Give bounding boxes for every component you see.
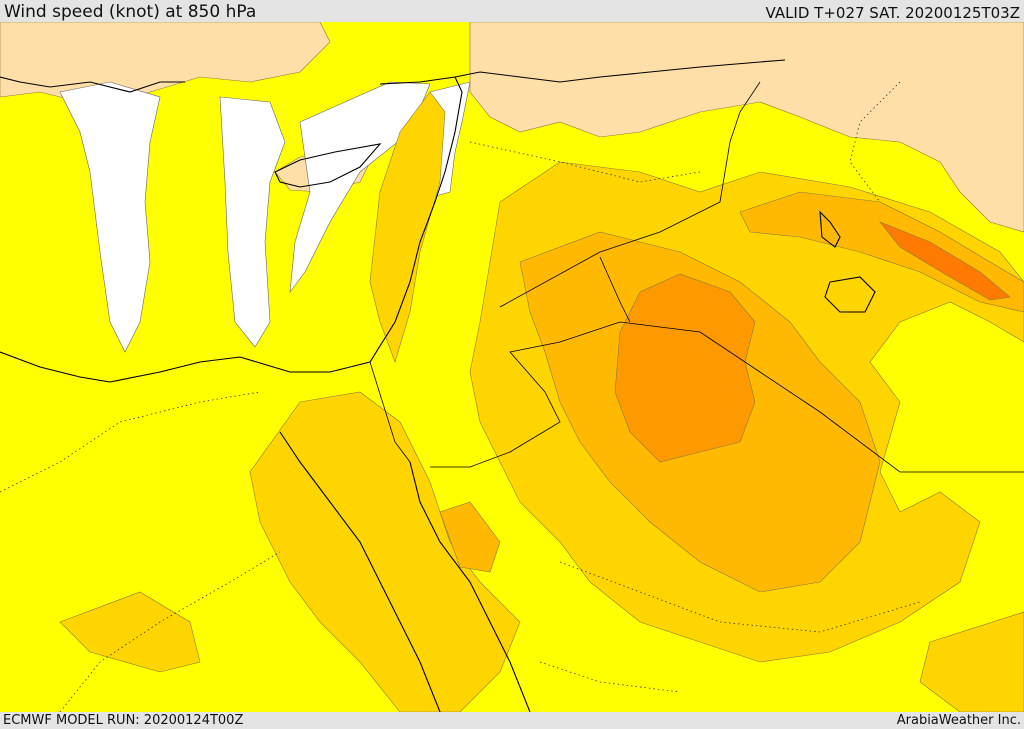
wind-zone-moderate-south [59, 591, 201, 673]
valid-time: VALID T+027 SAT. 20200125T03Z [765, 4, 1020, 22]
wind-zone-strong-south [439, 501, 501, 573]
model-run-label: ECMWF MODEL RUN: 20200124T00Z [3, 713, 244, 728]
map-title: Wind speed (knot) at 850 hPa [4, 2, 257, 22]
wind-map-svg [0, 22, 1024, 712]
credit-label: ArabiaWeather Inc. [896, 713, 1021, 728]
weak-wind-zone-northeast [469, 22, 1024, 233]
calm-zone-sea-west [59, 81, 161, 353]
footer-bar: ECMWF MODEL RUN: 20200124T00Z ArabiaWeat… [0, 712, 1024, 729]
wind-zone-strong-northeast [739, 191, 1024, 313]
borders [369, 81, 1024, 473]
wind-map [0, 22, 1024, 712]
header-bar: Wind speed (knot) at 850 hPa VALID T+027… [0, 0, 1024, 22]
wind-zone-moderate-southwest [249, 391, 521, 712]
weak-wind-zone-north [0, 22, 331, 108]
wind-zone-coastal-band [369, 91, 446, 363]
calm-zone-sea-center [219, 96, 286, 348]
region-dotted-borders [0, 81, 921, 712]
coastlines [0, 59, 876, 712]
wind-zone-core-northeast [879, 221, 1011, 301]
wind-zone-core [614, 273, 756, 463]
calm-zone-sea-east [289, 81, 431, 294]
wind-zone-moderate-southeast [919, 611, 1024, 712]
